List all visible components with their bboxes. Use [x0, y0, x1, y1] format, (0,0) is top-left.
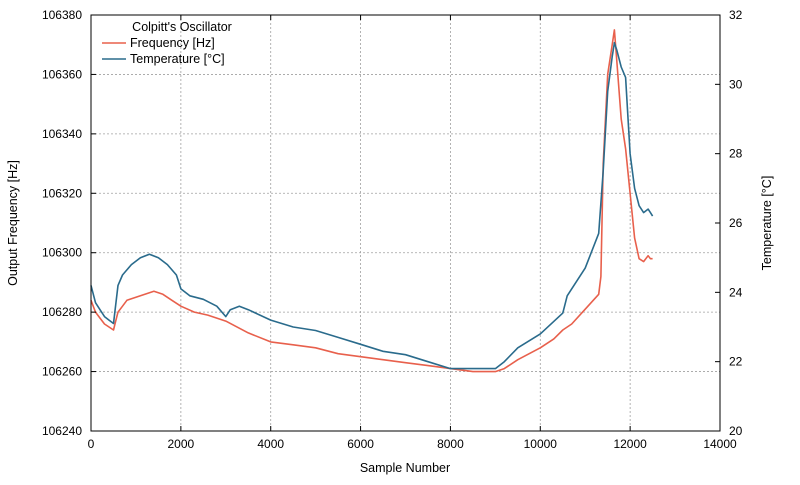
y-tick-label: 106280: [42, 305, 82, 319]
y-axis-title: Output Frequency [Hz]: [6, 160, 20, 286]
y-tick-label: 106240: [42, 424, 82, 438]
y2-tick-label: 28: [729, 147, 743, 161]
y2-tick-label: 32: [729, 8, 743, 22]
frequency-series-line: [90, 29, 653, 373]
y2-tick-label: 24: [729, 285, 743, 299]
y2-tick-label: 26: [729, 216, 743, 230]
y2-axis-title: Temperature [°C]: [760, 176, 774, 271]
x-tick-label: 14000: [703, 437, 737, 451]
y-tick-label: 106340: [42, 127, 82, 141]
y-tick-label: 106260: [42, 365, 82, 379]
y-tick-label: 106300: [42, 246, 82, 260]
x-axis-title: Sample Number: [360, 461, 450, 475]
y2-tick-label: 30: [729, 77, 743, 91]
grid-lines: [91, 15, 720, 431]
x-tick-label: 12000: [613, 437, 647, 451]
y2-tick-label: 22: [729, 355, 743, 369]
legend-label-frequency: Frequency [Hz]: [130, 36, 215, 50]
y-tick-label: 106380: [42, 8, 82, 22]
temperature-series-line: [90, 41, 654, 370]
legend: Colpitt's Oscillator Frequency [Hz] Temp…: [102, 20, 232, 66]
x-tick-label: 8000: [437, 437, 464, 451]
x-tick-label: 2000: [168, 437, 195, 451]
tick-labels: 0 2000 4000 6000 8000 10000 12000 14000 106240 10…: [42, 8, 743, 451]
x-tick-label: 6000: [347, 437, 374, 451]
legend-label-temperature: Temperature [°C]: [130, 52, 225, 66]
legend-title: Colpitt's Oscillator: [132, 20, 232, 34]
tick-marks: [90, 14, 721, 432]
x-tick-label: 0: [88, 437, 95, 451]
x-tick-label: 4000: [257, 437, 284, 451]
x-tick-label: 10000: [524, 437, 558, 451]
y-tick-label: 106320: [42, 186, 82, 200]
series-lines: [90, 29, 654, 373]
y-tick-label: 106360: [42, 67, 82, 81]
y2-tick-label: 20: [729, 424, 743, 438]
